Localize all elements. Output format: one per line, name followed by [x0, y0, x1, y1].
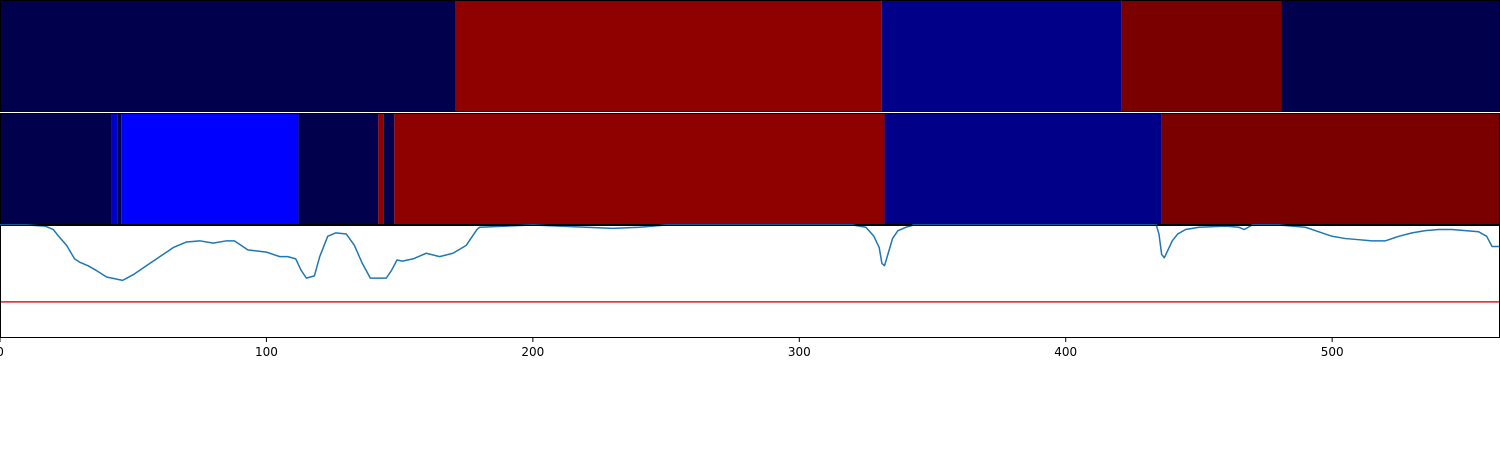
segment-band-1-segment-4: [1121, 0, 1282, 112]
segment-band-2-segment-8: [394, 113, 885, 225]
segment-band-2-segment-6: [378, 113, 384, 225]
segment-band-2-segment-9: [884, 113, 1162, 225]
segment-band-1-segment-5: [1281, 0, 1500, 112]
segment-band-2-segment-3: [117, 113, 122, 225]
segment-band-1-segment-1: [0, 0, 456, 112]
segment-band-bottom: [0, 113, 1500, 225]
x-tick-label-500: 500: [1321, 345, 1344, 359]
segment-band-top: [0, 0, 1500, 112]
segment-band-2-segment-1: [0, 113, 112, 225]
x-tick-label-200: 200: [521, 345, 544, 359]
line-panel-background: [0, 225, 1500, 338]
line-panel: [0, 224, 1500, 338]
segment-band-1-segment-3: [881, 0, 1122, 112]
x-tick-label-0: 0: [0, 345, 4, 359]
x-tick-label-100: 100: [255, 345, 278, 359]
x-tick-label-400: 400: [1054, 345, 1077, 359]
segment-band-2-segment-5: [298, 113, 379, 225]
segment-band-2-segment-7: [383, 113, 395, 225]
segment-band-2-segment-2: [111, 113, 118, 225]
segment-band-1-segment-2: [455, 0, 882, 112]
segment-band-2-segment-4: [121, 113, 299, 225]
segment-band-2-segment-10: [1161, 113, 1500, 225]
x-axis: 0 100 200 300 400 500: [0, 338, 1344, 359]
x-tick-label-300: 300: [788, 345, 811, 359]
